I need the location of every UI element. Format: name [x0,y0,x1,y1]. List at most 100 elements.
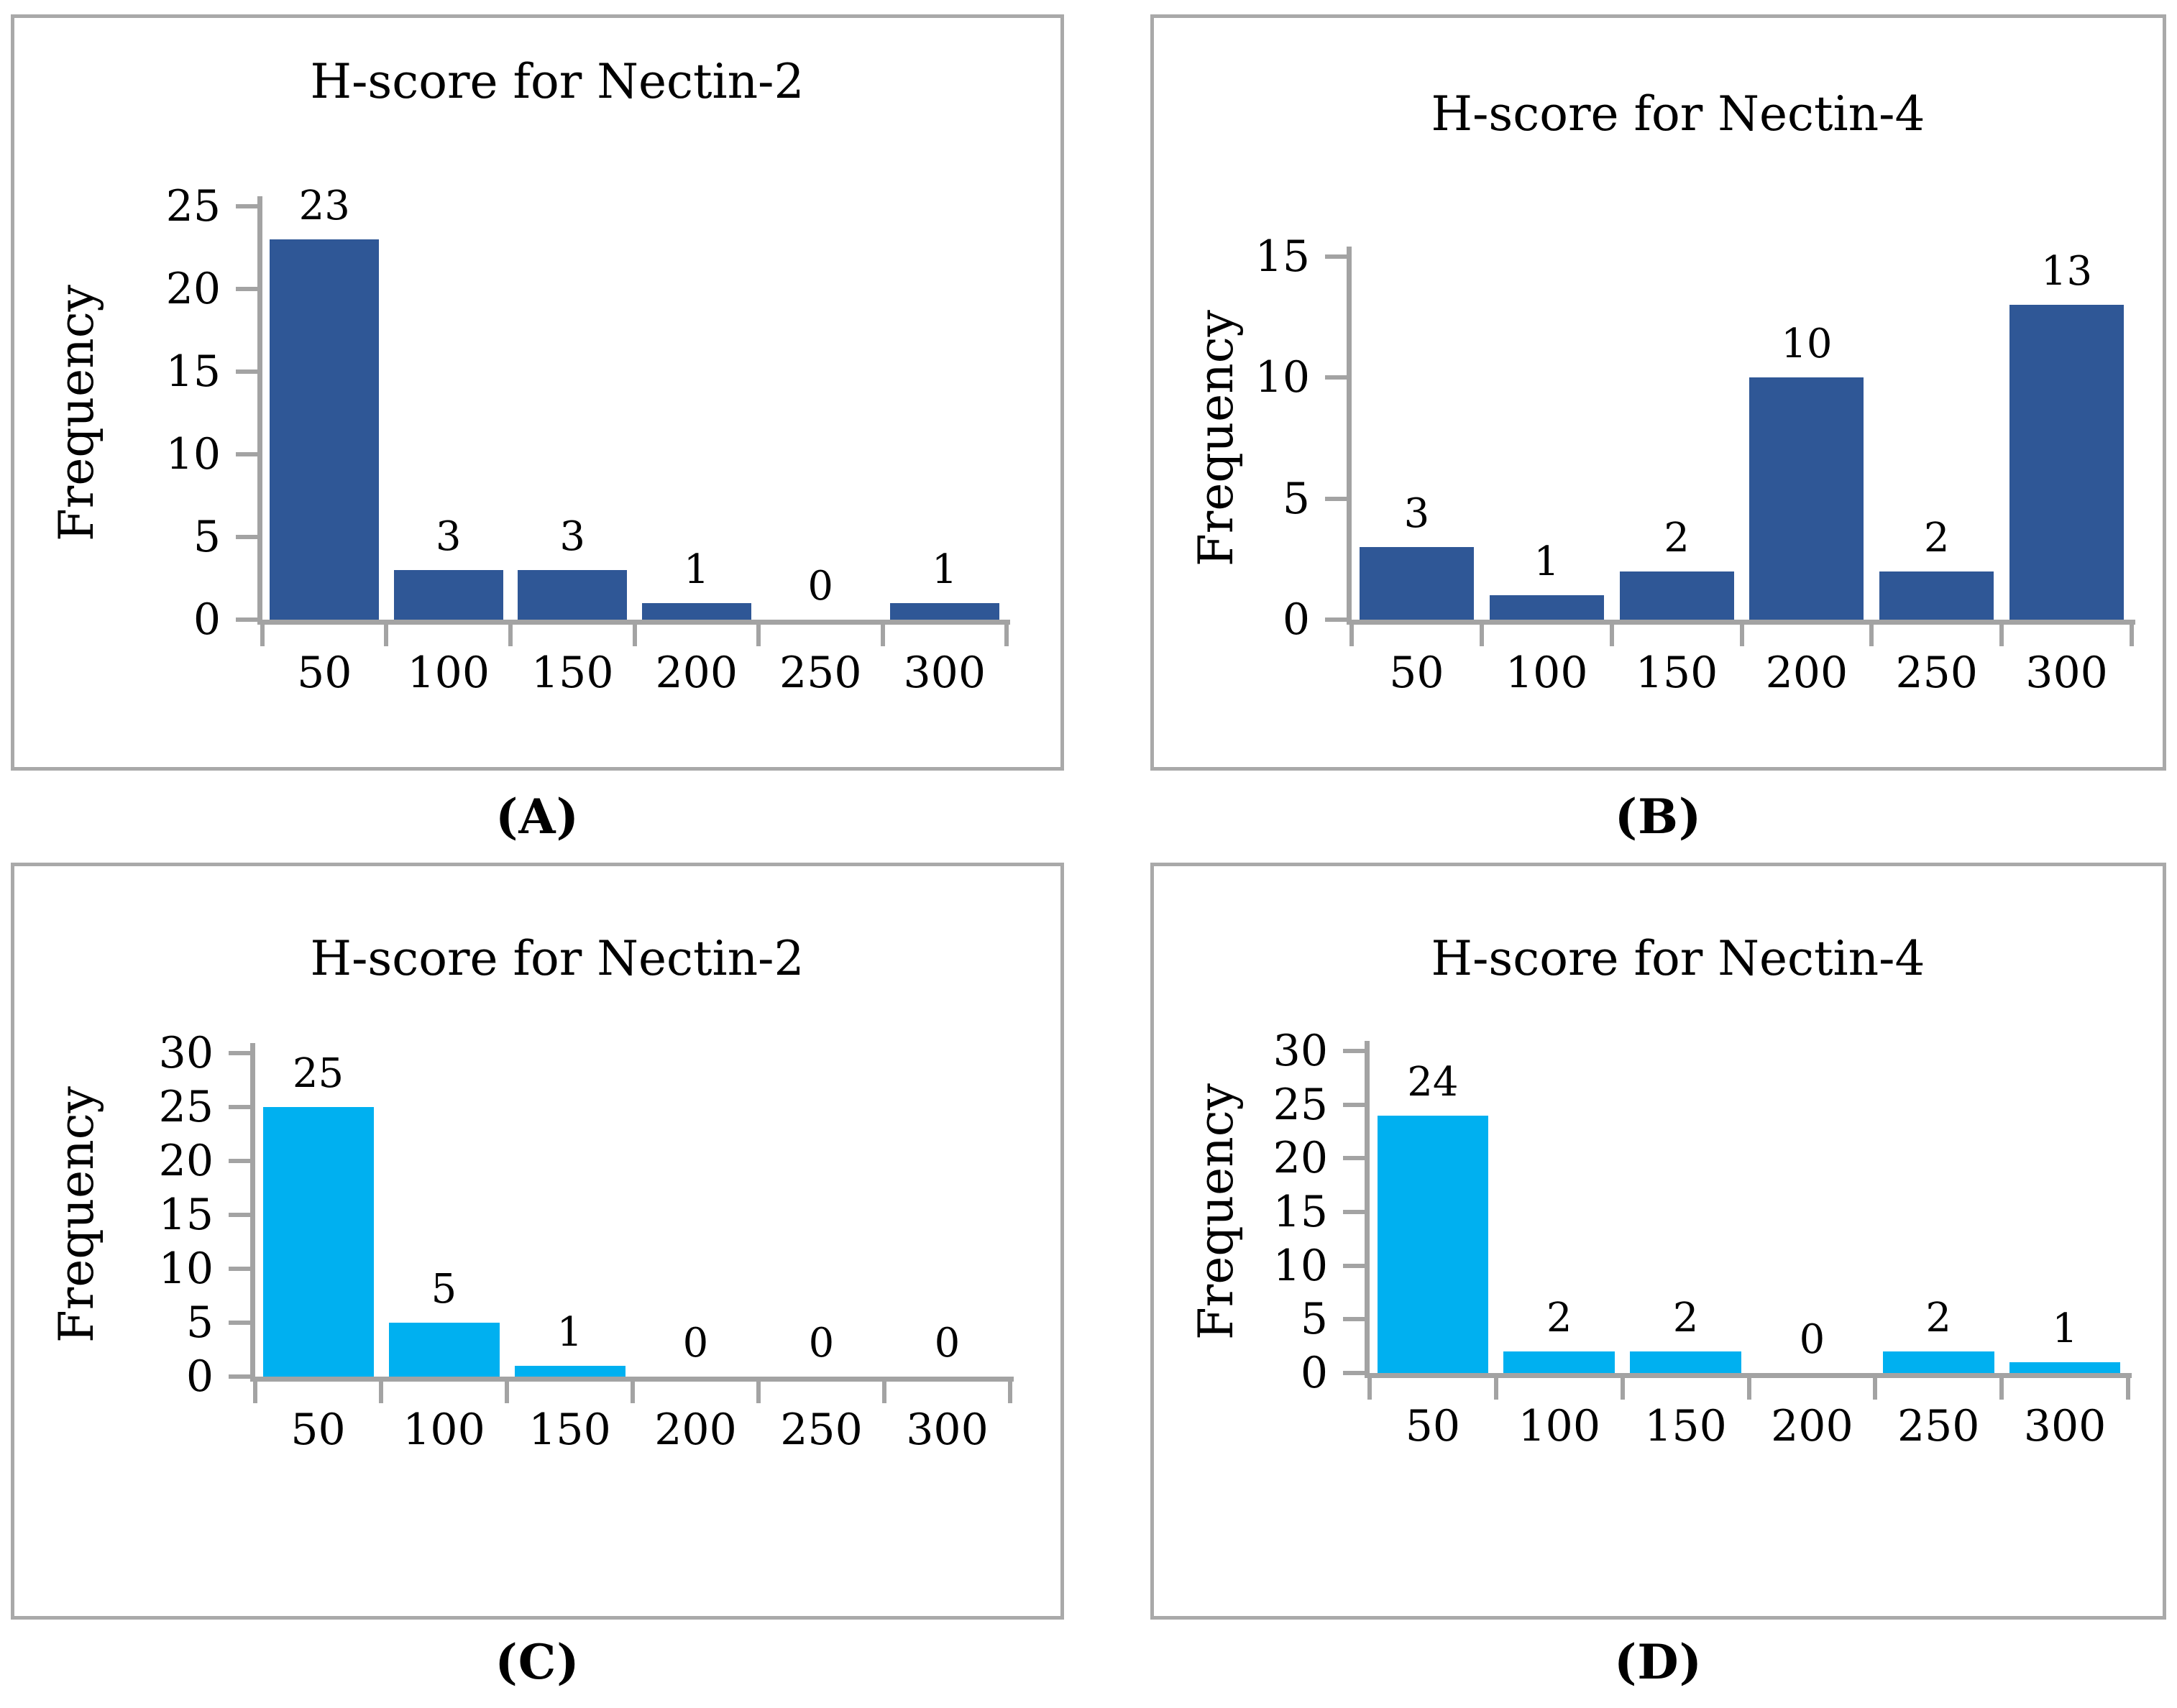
x-tick-mark [1739,625,1744,646]
y-tick-label: 0 [1300,1348,1328,1398]
x-tick-mark [384,625,389,646]
y-tick-label: 10 [1255,352,1310,403]
chart-area: Frequency 24 2 2 0 2 1 0 5 10 15 20 25 30 [1154,1029,2163,1400]
x-tick-mark [756,1382,761,1403]
x-tick-label: 200 [654,1405,737,1455]
chart-title: H-score for Nectin-2 [310,54,805,109]
bar [1879,571,1994,620]
x-tick-label: 50 [1389,648,1444,698]
category-slot: 1 [635,206,759,620]
y-tick-label: 20 [1273,1133,1328,1184]
chart-title: H-score for Nectin-2 [310,931,805,986]
x-tick-label: 200 [1765,648,1848,698]
y-tick-mark [236,287,257,291]
bar [1503,1351,1615,1373]
x-tick-mark [1999,625,2004,646]
x-tick-mark [1999,1378,2004,1400]
bar [2009,1362,2121,1373]
bar-value-label: 23 [298,183,350,229]
bar-value-label: 0 [934,1320,961,1367]
y-tick-mark [229,1213,250,1217]
y-tick-mark [1343,1371,1365,1375]
chart-panel-d: H-score for Nectin-4 Frequency 24 2 2 0 2 1 0… [1150,863,2166,1620]
bar-value-label: 0 [808,1320,835,1367]
x-tick-mark [378,1382,383,1403]
y-tick-mark [236,617,257,622]
y-tick-label: 5 [185,1298,214,1349]
bar-value-label: 10 [1781,321,1833,368]
y-tick-mark [229,1374,250,1379]
bar-series: 24 2 2 0 2 1 [1370,1051,2128,1373]
category-slot: 2 [1612,257,1742,620]
chart-title: H-score for Nectin-4 [1431,86,1925,142]
bar [388,1323,500,1377]
category-slot: 3 [387,206,511,620]
y-tick-mark [1343,1156,1365,1161]
category-slot: 2 [1496,1051,1623,1373]
bar-value-label: 25 [292,1050,344,1097]
category-slot: 2 [1623,1051,1749,1373]
x-tick-mark [1609,625,1614,646]
category-slot: 2 [1871,257,2002,620]
bar [1377,1115,1489,1373]
chart-area: Frequency 3 1 2 10 2 13 0 5 10 15 [1154,235,2163,646]
bar [270,239,380,620]
y-axis-label: Frequency [1188,1083,1244,1341]
y-tick-mark [1343,1049,1365,1053]
bar [641,603,751,620]
y-tick-mark [229,1051,250,1055]
y-axis-label: Frequency [49,1086,104,1344]
category-slot: 25 [255,1053,381,1377]
bar [1749,377,1864,620]
x-tick-mark [504,1382,509,1403]
y-tick-mark [236,535,257,539]
y-tick-mark [236,452,257,456]
bar-series: 23 3 3 1 0 1 [262,186,1007,620]
bar [262,1107,374,1377]
bar [518,570,628,620]
x-tick-label: 250 [780,1405,863,1455]
y-tick-label: 20 [165,264,221,314]
panel-caption-b: (B) [1614,789,1702,845]
x-tick-label: 200 [1771,1401,1853,1451]
panel-caption-c: (C) [495,1634,580,1690]
x-tick-label: 50 [1405,1401,1461,1451]
x-tick-mark [2130,625,2134,646]
x-axis-line [1365,1373,2132,1378]
x-tick-label: 150 [1644,1401,1727,1451]
y-tick-mark [236,369,257,374]
y-tick-mark [1325,496,1347,501]
x-tick-mark [1367,1378,1372,1400]
x-tick-mark [1869,625,1874,646]
x-tick-mark [1479,625,1484,646]
y-tick-label: 15 [1255,231,1310,282]
panel-caption-a: (A) [495,789,579,845]
y-tick-mark [1343,1102,1365,1107]
x-axis-labels: 50 100 150 200 250 300 [1352,651,2132,694]
chart-panel-a: H-score for Nectin-2 Frequency 23 3 3 1 0 1 0… [11,14,1064,771]
x-tick-label: 150 [531,648,614,698]
y-tick-label: 25 [165,181,221,231]
bar [1489,595,1604,620]
y-tick-label: 0 [1282,594,1310,645]
x-tick-label: 100 [1505,648,1588,698]
bar-value-label: 2 [1925,1295,1952,1342]
y-tick-mark [229,1159,250,1164]
y-tick-mark [229,1321,250,1326]
bar-value-label: 1 [2052,1305,2078,1353]
x-tick-label: 150 [1635,648,1718,698]
y-tick-label: 0 [193,594,221,645]
y-axis-line [257,196,262,620]
bar-value-label: 2 [1546,1295,1572,1342]
plot-area: 24 2 2 0 2 1 0 5 10 15 20 25 30 [1273,1029,2132,1400]
bar-value-label: 2 [1664,514,1690,561]
category-slot: 0 [884,1053,1010,1377]
x-tick-label: 50 [297,648,352,698]
y-tick-label: 10 [165,429,221,479]
x-tick-label: 100 [1518,1401,1600,1451]
x-tick-mark [1746,1378,1751,1400]
chart-panel-c: H-score for Nectin-2 Frequency 25 5 1 0 0 0 0… [11,863,1064,1620]
x-axis-line [250,1377,1014,1382]
x-tick-label: 100 [403,1405,485,1455]
category-slot: 5 [381,1053,507,1377]
